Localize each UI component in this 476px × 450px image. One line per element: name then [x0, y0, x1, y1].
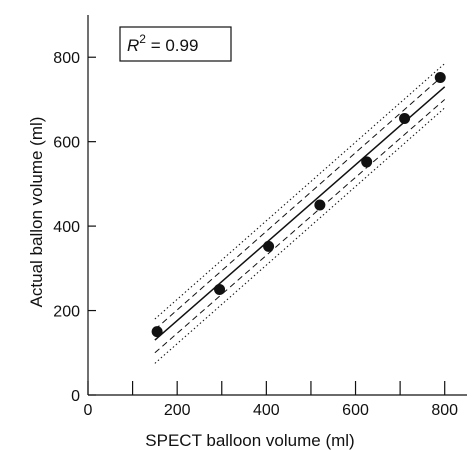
annotation-superscript: 2 [139, 32, 146, 46]
y-tick-label: 400 [53, 219, 80, 236]
annotation-box [119, 26, 232, 62]
axes: 0 200 400 600 800 0 200 400 600 800 [53, 15, 467, 419]
data-point [151, 326, 163, 338]
x-tick-label: 800 [431, 402, 458, 419]
x-tick-label: 600 [342, 402, 369, 419]
data-point [314, 199, 326, 211]
prediction-band-upper [154, 63, 446, 320]
data-point [434, 71, 446, 83]
data-point [263, 240, 275, 252]
fit-line-group [154, 86, 446, 341]
band-lines [154, 63, 446, 364]
x-tick-label: 200 [164, 402, 191, 419]
annotation-text: R2 = 0.99 [127, 32, 198, 55]
confidence-band-lower [154, 99, 446, 354]
confidence-band-upper [154, 73, 446, 330]
y-tick-label: 800 [53, 50, 80, 67]
x-axis-label: SPECT balloon volume (ml) [145, 431, 354, 450]
y-tick-label: 0 [71, 388, 80, 405]
prediction-band-lower [154, 107, 446, 364]
y-tick-label: 200 [53, 304, 80, 321]
x-tick-label: 400 [253, 402, 280, 419]
annotation-r: R [127, 36, 139, 55]
data-point [361, 156, 373, 168]
data-point [214, 283, 226, 295]
y-tick-label: 600 [53, 135, 80, 152]
data-point [399, 112, 411, 124]
data-points [151, 71, 446, 338]
annotation-value: = 0.99 [146, 36, 198, 55]
r-squared-annotation: R2 = 0.99 [119, 26, 232, 62]
regression-line [154, 86, 446, 341]
y-axis-label: Actual ballon volume (ml) [27, 117, 46, 308]
x-tick-label: 0 [84, 402, 93, 419]
